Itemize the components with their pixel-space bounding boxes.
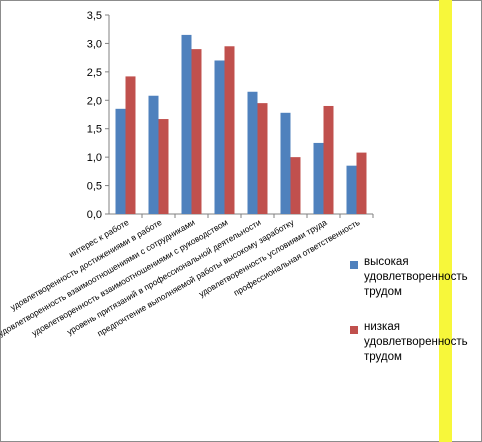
bar-low-6 — [323, 105, 334, 214]
legend: высокая удовлетворенность трудом низкая … — [350, 255, 482, 385]
bar-low-1 — [158, 119, 169, 214]
bar-low-0 — [125, 76, 136, 214]
bar-high-5 — [280, 112, 291, 214]
y-axis-ticks: 0,0 0,5 1,0 1,5 2,0 2,5 3,0 3,5 — [87, 10, 109, 221]
legend-label-low: низкая удовлетворенность трудом — [364, 321, 468, 363]
bar-high-6 — [313, 142, 324, 214]
bar-high-2 — [181, 34, 192, 215]
y-tick-label: 1,0 — [87, 152, 102, 164]
bar-high-4 — [247, 91, 258, 214]
y-tick-label: 3,0 — [87, 38, 102, 50]
y-tick-label: 3,5 — [87, 10, 102, 22]
yellow-highlight-band — [439, 0, 452, 442]
legend-swatch-low — [350, 326, 358, 334]
bar-high-0 — [115, 108, 126, 214]
legend-item-high: высокая удовлетворенность трудом — [350, 255, 482, 300]
y-tick-label: 2,5 — [87, 67, 102, 79]
bar-low-2 — [191, 49, 202, 214]
legend-swatch-high — [350, 261, 358, 269]
legend-label-high: высокая удовлетворенность трудом — [364, 256, 468, 298]
bar-low-4 — [257, 103, 268, 214]
bar-high-3 — [214, 60, 225, 214]
bar-low-5 — [290, 157, 301, 214]
chart-bars — [115, 34, 367, 215]
y-tick-label: 2,0 — [87, 95, 102, 107]
bar-low-7 — [356, 152, 367, 214]
bar-low-3 — [224, 46, 235, 215]
legend-item-low: низкая удовлетворенность трудом — [350, 320, 482, 365]
y-tick-label: 0,0 — [87, 209, 102, 221]
bar-high-7 — [346, 165, 357, 214]
y-tick-label: 1,5 — [87, 124, 102, 136]
bar-high-1 — [148, 95, 159, 214]
y-tick-label: 0,5 — [87, 181, 102, 193]
